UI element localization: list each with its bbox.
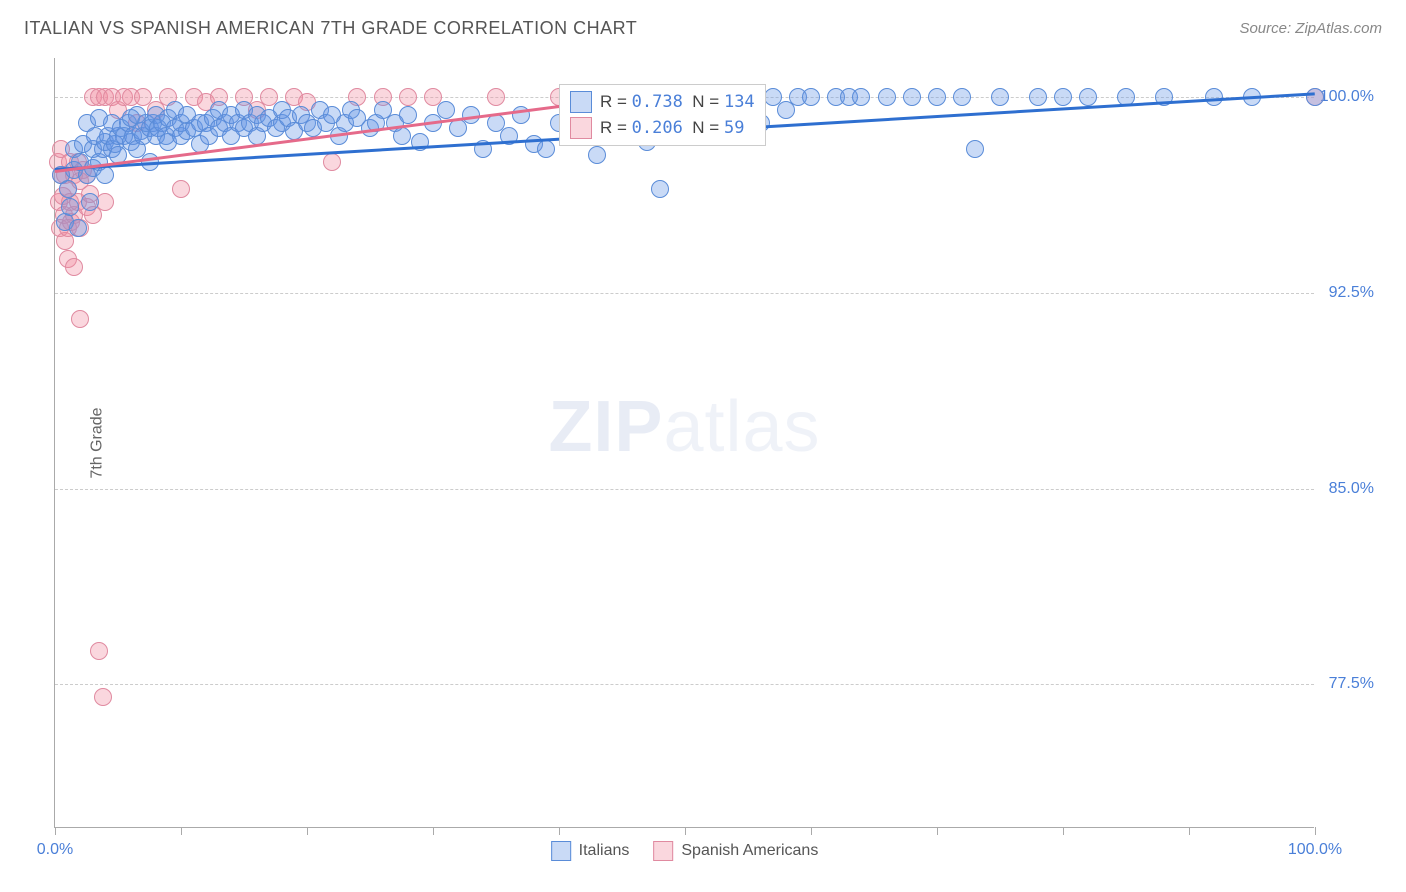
- gridline: [55, 293, 1314, 294]
- watermark: ZIPatlas: [548, 386, 820, 468]
- point-italian: [651, 180, 669, 198]
- chart-title: ITALIAN VS SPANISH AMERICAN 7TH GRADE CO…: [24, 18, 637, 39]
- point-italian: [399, 106, 417, 124]
- point-italian: [437, 101, 455, 119]
- gridline: [55, 489, 1314, 490]
- point-italian: [1054, 88, 1072, 106]
- x-tick: [1189, 827, 1190, 835]
- point-italian: [802, 88, 820, 106]
- chart-container: 7th Grade ZIPatlas Italians Spanish Amer…: [50, 58, 1370, 828]
- legend-italian: Italians: [551, 841, 630, 861]
- y-tick-label: 85.0%: [1329, 480, 1374, 498]
- point-italian: [852, 88, 870, 106]
- x-tick: [307, 827, 308, 835]
- legend-label-spanish: Spanish Americans: [681, 842, 818, 860]
- legend-text: R = 0.206 N = 59: [600, 118, 744, 138]
- point-spanish: [399, 88, 417, 106]
- point-spanish: [65, 258, 83, 276]
- point-italian: [59, 180, 77, 198]
- point-italian: [878, 88, 896, 106]
- point-spanish: [90, 642, 108, 660]
- stats-row-spanish: R = 0.206 N = 59: [570, 117, 755, 139]
- legend-swatch-italian: [551, 841, 571, 861]
- point-italian: [61, 198, 79, 216]
- x-tick: [559, 827, 560, 835]
- point-italian: [1306, 88, 1324, 106]
- x-tick-label-left: 0.0%: [37, 841, 73, 859]
- point-italian: [393, 127, 411, 145]
- legend-text: R = 0.738 N = 134: [600, 92, 755, 112]
- point-italian: [537, 140, 555, 158]
- series-legend: Italians Spanish Americans: [551, 841, 819, 861]
- stats-row-italian: R = 0.738 N = 134: [570, 91, 755, 113]
- x-tick: [685, 827, 686, 835]
- x-tick: [1315, 827, 1316, 835]
- point-italian: [966, 140, 984, 158]
- x-tick: [1063, 827, 1064, 835]
- y-tick-label: 100.0%: [1320, 88, 1374, 106]
- point-italian: [69, 219, 87, 237]
- point-spanish: [323, 153, 341, 171]
- point-italian: [1029, 88, 1047, 106]
- point-italian: [928, 88, 946, 106]
- x-tick: [55, 827, 56, 835]
- legend-swatch: [570, 117, 592, 139]
- point-italian: [588, 146, 606, 164]
- point-italian: [953, 88, 971, 106]
- point-italian: [81, 193, 99, 211]
- legend-label-italian: Italians: [579, 842, 630, 860]
- y-tick-label: 77.5%: [1329, 675, 1374, 693]
- x-tick: [181, 827, 182, 835]
- x-tick-label-right: 100.0%: [1288, 841, 1342, 859]
- point-italian: [96, 166, 114, 184]
- point-italian: [991, 88, 1009, 106]
- x-tick: [937, 827, 938, 835]
- point-italian: [903, 88, 921, 106]
- y-tick-label: 92.5%: [1329, 284, 1374, 302]
- point-spanish: [71, 310, 89, 328]
- point-spanish: [172, 180, 190, 198]
- x-tick: [433, 827, 434, 835]
- x-tick: [811, 827, 812, 835]
- stats-legend: R = 0.738 N = 134 R = 0.206 N = 59: [559, 84, 766, 146]
- source-label: Source: ZipAtlas.com: [1239, 20, 1382, 37]
- legend-swatch-spanish: [653, 841, 673, 861]
- plot-area: ZIPatlas Italians Spanish Americans 77.5…: [54, 58, 1314, 828]
- legend-spanish: Spanish Americans: [653, 841, 818, 861]
- gridline: [55, 684, 1314, 685]
- point-spanish: [487, 88, 505, 106]
- point-spanish: [94, 688, 112, 706]
- legend-swatch: [570, 91, 592, 113]
- point-italian: [1079, 88, 1097, 106]
